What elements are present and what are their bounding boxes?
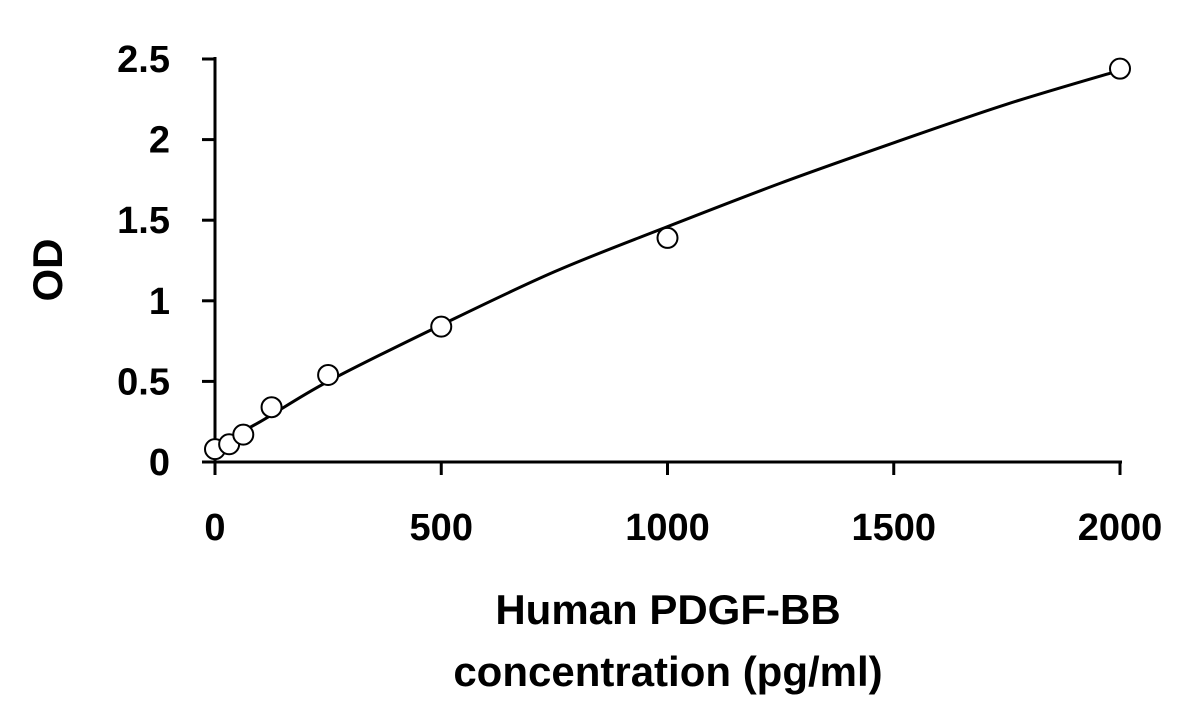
axes [213,57,1122,464]
x-tick-label: 1500 [851,507,936,549]
y-axis-title: OD [24,239,71,302]
data-point [1109,57,1131,80]
fit-curve-layer [214,68,1121,448]
data-points-layer [204,57,1131,461]
ticks [202,57,1122,475]
x-tick-label: 0 [204,507,225,549]
x-tick-label: 1000 [625,507,710,549]
y-tick-label: 2.5 [117,39,170,81]
y-tick-label: 0 [149,442,170,484]
y-tick-label: 2 [149,120,170,162]
data-point [232,423,255,446]
tick-labels: 0 0.5 1 1.5 2 2.5 0 500 1000 1500 2000 [117,39,1162,549]
x-tick-label: 500 [410,507,473,549]
fit-curve [214,68,1121,448]
y-tick-label: 0.5 [117,361,170,403]
y-tick-label: 1.5 [117,200,170,242]
data-point [317,363,340,386]
data-point [656,226,679,249]
x-axis-title-line-2: concentration (pg/ml) [453,648,882,695]
data-point [260,396,283,419]
x-tick-label: 2000 [1078,507,1163,549]
x-axis-title-line-1: Human PDGF-BB [495,586,840,633]
data-point [430,315,453,338]
y-tick-label: 1 [149,281,170,323]
